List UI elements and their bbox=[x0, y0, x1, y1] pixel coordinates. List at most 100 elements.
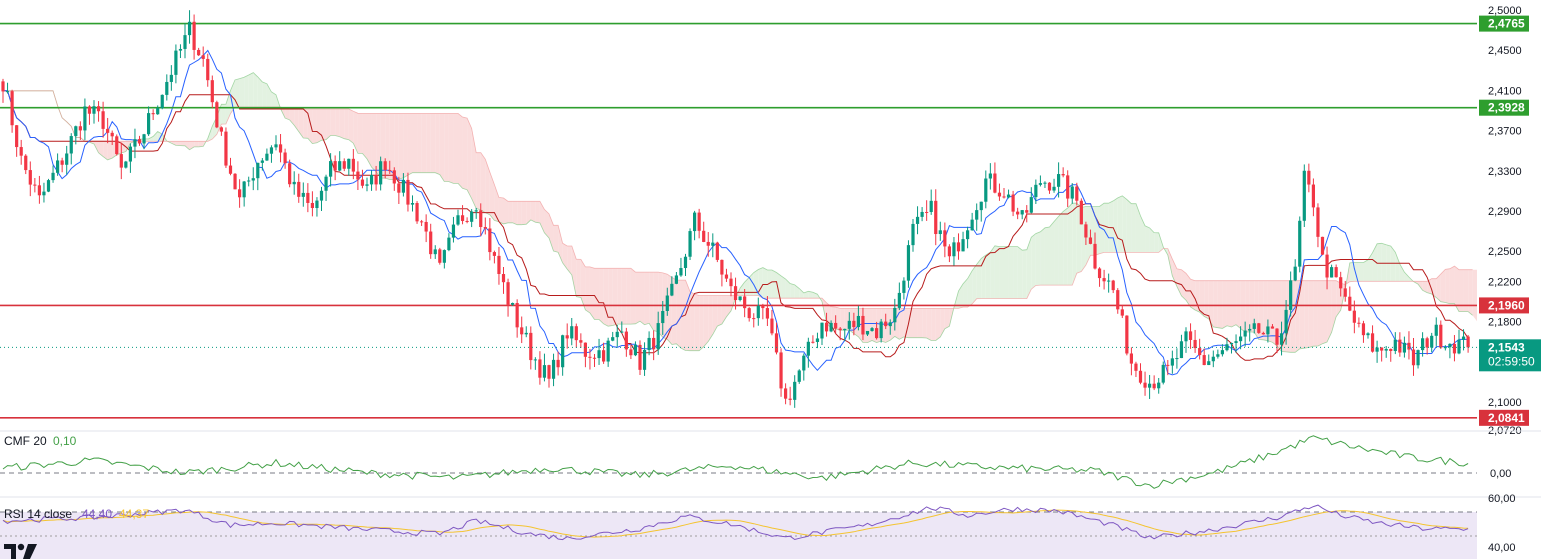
candle-body bbox=[333, 161, 337, 171]
candle-body bbox=[915, 216, 920, 224]
candle-body bbox=[879, 321, 883, 339]
cloud-segment bbox=[371, 113, 377, 172]
candle-body bbox=[870, 328, 874, 331]
cloud-segment bbox=[367, 113, 372, 168]
cloud-segment bbox=[1263, 280, 1268, 341]
candle-body bbox=[624, 331, 628, 350]
level-labels: 2,4765 2,3928 2,1960 2,0841 bbox=[1479, 15, 1529, 426]
cloud-segment bbox=[1422, 281, 1428, 293]
cloud-segment bbox=[294, 108, 299, 132]
cloud-segment bbox=[1404, 272, 1409, 282]
candle-body bbox=[1389, 348, 1393, 352]
candle-body bbox=[1216, 354, 1220, 357]
candle-body bbox=[1434, 324, 1438, 336]
cloud-segment bbox=[1113, 197, 1118, 253]
price-axis[interactable]: 2,5000 2,4500 2,4100 2,3700 2,3300 2,2900 2,25… bbox=[1477, 0, 1541, 437]
tradingview-logo-icon[interactable] bbox=[4, 540, 40, 559]
candle-body bbox=[46, 180, 51, 192]
candlestick-series[interactable] bbox=[1, 10, 1470, 408]
candle-body bbox=[602, 350, 606, 362]
candle-body bbox=[288, 163, 292, 185]
candle-body bbox=[110, 132, 114, 137]
candle-body bbox=[929, 200, 933, 213]
candle-body bbox=[1384, 348, 1388, 351]
cloud-segment bbox=[407, 113, 413, 176]
candle-body bbox=[829, 322, 833, 332]
cloud-segment bbox=[1026, 237, 1032, 299]
cloud-segment bbox=[1154, 232, 1159, 253]
cloud-segment bbox=[426, 113, 431, 173]
candle-body bbox=[633, 344, 638, 356]
cloud-segment bbox=[1468, 269, 1473, 316]
cloud-segment bbox=[1022, 249, 1027, 299]
cmf-zero-label: 0,00 bbox=[1490, 468, 1511, 480]
cloud-segment bbox=[1449, 266, 1455, 304]
candle-body bbox=[706, 241, 710, 246]
cloud-segment bbox=[644, 272, 650, 325]
cloud-segment bbox=[1299, 280, 1305, 349]
cmf-pane[interactable]: CMF 20 0,10 0,00 bbox=[0, 434, 1511, 489]
cloud-segment bbox=[448, 113, 454, 184]
cloud-segment bbox=[1149, 227, 1155, 253]
candle-body bbox=[1075, 186, 1079, 201]
cloud-segment bbox=[630, 268, 636, 325]
support-resistance-levels[interactable] bbox=[0, 22, 1477, 419]
candle-body bbox=[265, 153, 269, 161]
cloud-segment bbox=[189, 141, 195, 150]
candle-body bbox=[902, 280, 906, 293]
candle-body bbox=[824, 322, 829, 332]
rsi-ma-value: 44,37 bbox=[119, 507, 149, 521]
candle-body bbox=[1207, 361, 1211, 366]
cloud-segment bbox=[1349, 262, 1355, 282]
candle-body bbox=[1116, 290, 1120, 310]
cloud-segment bbox=[899, 308, 904, 340]
cloud-segment bbox=[1104, 203, 1109, 253]
candle-body bbox=[1120, 309, 1124, 316]
rsi-lower-label: 40,00 bbox=[1488, 542, 1516, 554]
candle-body bbox=[1029, 197, 1033, 213]
cloud-segment bbox=[776, 272, 782, 299]
candle-body bbox=[1430, 335, 1434, 348]
candle-body bbox=[661, 310, 665, 324]
candle-body bbox=[410, 203, 415, 205]
level-label-2: 2,1960 bbox=[1488, 298, 1525, 312]
candle-body bbox=[224, 131, 228, 166]
candle-body bbox=[715, 242, 719, 260]
cloud-segment bbox=[239, 77, 245, 107]
cloud-segment bbox=[235, 78, 240, 107]
candle-body bbox=[1047, 182, 1052, 191]
candle-body bbox=[60, 160, 64, 165]
cloud-segment bbox=[885, 308, 891, 343]
candle-body bbox=[274, 144, 278, 148]
candle-body bbox=[1275, 328, 1279, 345]
cloud-segment bbox=[1322, 280, 1328, 344]
candle-body bbox=[465, 220, 469, 222]
level-label-0: 2,4765 bbox=[1488, 17, 1525, 31]
candle-body bbox=[1243, 330, 1247, 337]
candle-body bbox=[83, 106, 87, 131]
candle-body bbox=[351, 158, 355, 172]
cmf-title: CMF 20 bbox=[4, 434, 47, 448]
candle-body bbox=[1407, 342, 1411, 350]
candle-body bbox=[37, 185, 41, 196]
candle-body bbox=[360, 179, 365, 186]
candle-body bbox=[1184, 331, 1188, 342]
candle-body bbox=[315, 200, 319, 209]
candle-body bbox=[51, 172, 55, 181]
cloud-segment bbox=[494, 184, 499, 222]
candle-body bbox=[738, 296, 742, 301]
cloud-segment bbox=[1040, 227, 1045, 286]
cloud-segment bbox=[1231, 280, 1237, 327]
candle-body bbox=[893, 307, 897, 323]
candle-body bbox=[629, 349, 633, 356]
cloud-segment bbox=[526, 201, 531, 225]
candle-body bbox=[1439, 324, 1443, 348]
rsi-pane[interactable]: RSI 14 close 44,40 44,37 60,00 40,00 bbox=[0, 493, 1516, 559]
cloud-segment bbox=[1135, 203, 1141, 253]
cloud-segment bbox=[790, 283, 795, 299]
cloud-segment bbox=[1418, 281, 1423, 291]
cloud-segment bbox=[266, 83, 272, 107]
candle-body bbox=[765, 308, 769, 319]
cloud-segment bbox=[353, 111, 358, 154]
